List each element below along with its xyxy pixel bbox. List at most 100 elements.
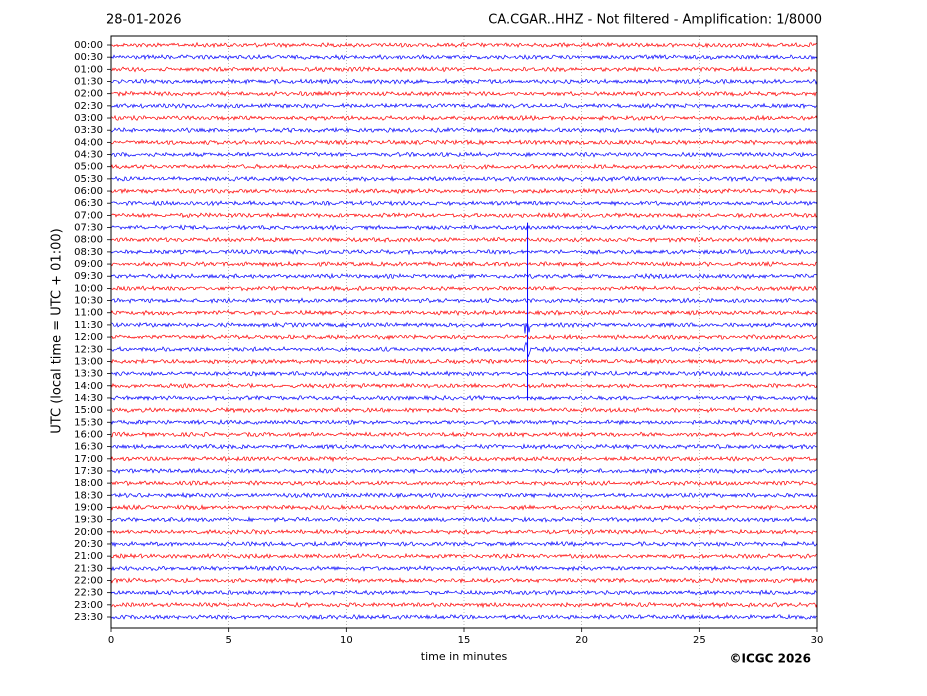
trace <box>110 309 818 316</box>
trace <box>110 455 818 463</box>
trace <box>110 370 818 377</box>
trace <box>110 333 818 341</box>
trace <box>110 199 818 207</box>
y-tick-label: 10:00 <box>74 283 103 294</box>
trace <box>110 41 818 49</box>
trace <box>110 321 818 334</box>
y-tick-label: 09:30 <box>74 271 103 282</box>
trace <box>110 102 818 110</box>
date: 28-01-2026 <box>106 13 182 28</box>
trace <box>110 504 818 511</box>
y-tick-label: 08:30 <box>74 247 103 258</box>
trace <box>110 613 818 621</box>
x-tick-label: 15 <box>458 635 471 646</box>
y-tick-label: 19:30 <box>74 515 103 526</box>
y-tick-label: 17:30 <box>74 466 103 477</box>
y-tick-label: 16:30 <box>74 442 103 453</box>
trace <box>110 285 818 292</box>
x-tick-label: 30 <box>811 635 824 646</box>
trace <box>110 540 818 548</box>
y-tick-label: 06:30 <box>74 198 103 209</box>
y-tick-label: 10:30 <box>74 296 103 307</box>
y-tick-label: 16:00 <box>74 429 103 440</box>
trace <box>110 565 818 572</box>
y-tick-label: 14:30 <box>74 393 103 404</box>
trace <box>110 491 818 499</box>
y-tick-label: 23:00 <box>74 600 103 611</box>
y-tick-label: 21:00 <box>74 551 103 562</box>
trace <box>110 418 818 426</box>
y-tick-label: 20:00 <box>74 527 103 538</box>
y-tick-label: 15:30 <box>74 417 103 428</box>
plot-frame <box>110 35 818 629</box>
y-tick-label: 22:00 <box>74 575 103 586</box>
trace <box>110 272 818 280</box>
trace <box>110 516 818 523</box>
y-tick-label: 20:30 <box>74 539 103 550</box>
trace <box>110 260 818 268</box>
y-tick-label: 18:30 <box>74 490 103 501</box>
y-tick-label: 07:30 <box>74 223 103 234</box>
y-tick-label: 13:00 <box>74 356 103 367</box>
y-tick-label: 03:30 <box>74 125 103 136</box>
y-tick-label: 09:00 <box>74 259 103 270</box>
y-tick-label: 01:00 <box>74 64 103 75</box>
y-tick-label: 21:30 <box>74 563 103 574</box>
trace <box>110 552 818 560</box>
trace <box>110 78 818 85</box>
y-tick-label: 17:00 <box>74 454 103 465</box>
x-tick-label: 5 <box>225 635 231 646</box>
trace <box>110 480 818 487</box>
y-tick-label: 00:30 <box>74 52 103 63</box>
y-tick-label: 12:00 <box>74 332 103 343</box>
y-tick-label: 22:30 <box>74 588 103 599</box>
trace <box>110 175 818 183</box>
x-axis-label: time in minutes <box>421 650 508 663</box>
trace <box>110 406 818 414</box>
y-tick-label: 12:30 <box>74 344 103 355</box>
y-tick-label: 11:00 <box>74 308 103 319</box>
trace <box>110 528 818 536</box>
trace <box>110 431 818 438</box>
trace <box>110 297 818 304</box>
trace <box>110 187 818 195</box>
y-tick-label: 08:00 <box>74 235 103 246</box>
y-tick-label: 14:00 <box>74 381 103 392</box>
trace <box>110 357 818 365</box>
trace <box>110 53 818 61</box>
y-tick-label: 19:00 <box>74 502 103 513</box>
copyright: ©ICGC 2026 <box>729 652 811 666</box>
y-tick-label: 01:30 <box>74 77 103 88</box>
y-tick-label: 23:30 <box>74 612 103 623</box>
trace <box>110 467 818 475</box>
trace <box>110 90 818 97</box>
y-tick-label: 13:30 <box>74 369 103 380</box>
y-tick-label: 00:00 <box>74 40 103 51</box>
y-axis-label: UTC (local time = UTC + 01:00) <box>50 228 65 433</box>
y-tick-label: 15:00 <box>74 405 103 416</box>
trace <box>110 382 818 390</box>
trace <box>110 394 818 402</box>
y-tick-label: 11:30 <box>74 320 103 331</box>
y-tick-label: 05:00 <box>74 162 103 173</box>
trace <box>110 151 818 158</box>
y-tick-label: 04:00 <box>74 137 103 148</box>
x-tick-label: 20 <box>575 635 588 646</box>
x-tick-label: 0 <box>108 635 114 646</box>
trace <box>110 139 818 146</box>
y-tick-label: 02:30 <box>74 101 103 112</box>
trace <box>110 212 818 219</box>
trace <box>110 163 818 170</box>
trace <box>110 66 818 73</box>
y-tick-label: 03:00 <box>74 113 103 124</box>
trace <box>110 589 818 596</box>
trace <box>110 114 818 122</box>
trace <box>110 601 818 609</box>
trace <box>110 443 818 451</box>
y-tick-label: 05:30 <box>74 174 103 185</box>
y-tick-label: 04:30 <box>74 150 103 161</box>
y-tick-label: 02:00 <box>74 89 103 100</box>
chart-title: CA.CGAR..HHZ - Not filtered - Amplificat… <box>488 13 822 28</box>
trace <box>110 236 818 243</box>
